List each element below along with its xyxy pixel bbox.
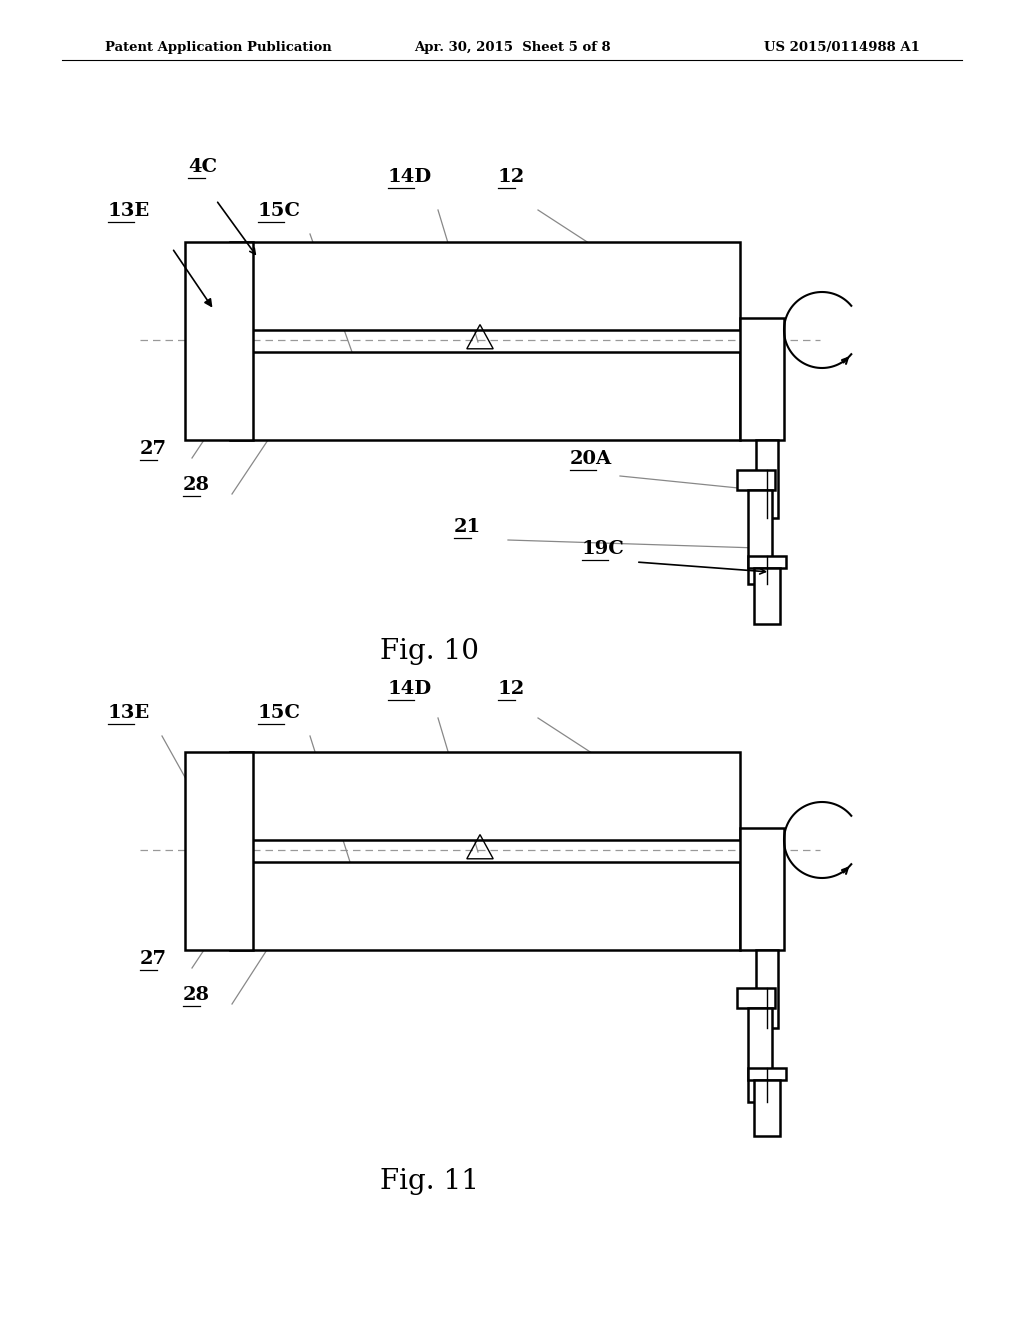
Bar <box>185 242 253 440</box>
Text: 20A: 20A <box>570 450 612 469</box>
Text: 28: 28 <box>183 477 210 494</box>
Bar <box>748 1008 772 1102</box>
Text: 13E: 13E <box>108 202 151 220</box>
Text: 27: 27 <box>140 440 167 458</box>
Text: Patent Application Publication: Patent Application Publication <box>105 41 332 54</box>
Bar <box>756 440 778 517</box>
Text: 27: 27 <box>140 950 167 968</box>
Text: 12: 12 <box>498 168 525 186</box>
Text: 14D: 14D <box>388 680 432 698</box>
Bar <box>748 556 786 568</box>
Bar <box>740 318 784 440</box>
Text: 14D: 14D <box>388 168 432 186</box>
Bar <box>756 950 778 1028</box>
Bar <box>754 1080 780 1137</box>
Bar <box>230 242 740 330</box>
Text: 13E: 13E <box>108 704 151 722</box>
Text: US 2015/0114988 A1: US 2015/0114988 A1 <box>764 41 920 54</box>
Bar <box>185 752 253 950</box>
Text: 4C: 4C <box>188 158 217 176</box>
Text: 12: 12 <box>498 680 525 698</box>
Bar <box>737 470 775 490</box>
Text: Fig. 10: Fig. 10 <box>381 638 479 665</box>
Bar <box>230 352 740 440</box>
Text: 15C: 15C <box>258 704 301 722</box>
Text: Apr. 30, 2015  Sheet 5 of 8: Apr. 30, 2015 Sheet 5 of 8 <box>414 41 610 54</box>
Bar <box>754 568 780 624</box>
Bar <box>230 752 740 840</box>
Text: 15C: 15C <box>258 202 301 220</box>
Text: Fig. 11: Fig. 11 <box>381 1168 479 1195</box>
Bar <box>748 490 772 583</box>
Bar <box>737 987 775 1008</box>
Bar <box>740 828 784 950</box>
Bar <box>230 862 740 950</box>
Text: 28: 28 <box>183 986 210 1005</box>
Text: 19C: 19C <box>582 540 625 558</box>
Bar <box>748 1068 786 1080</box>
Text: 21: 21 <box>454 517 481 536</box>
